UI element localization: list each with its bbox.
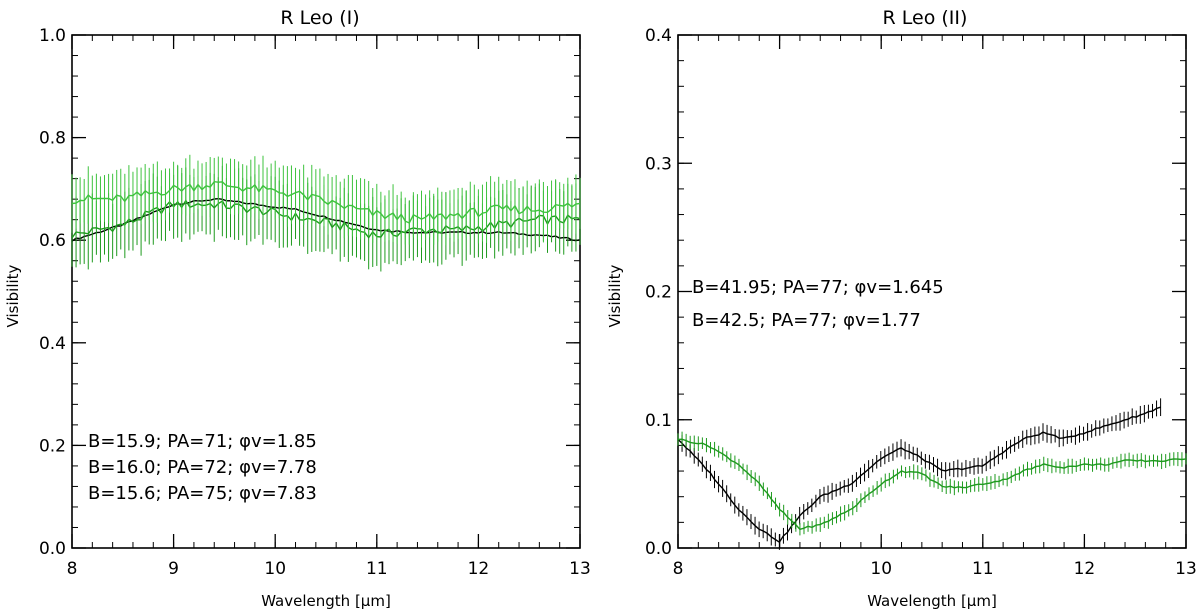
panel-2-x-tick-label: 9 [774,559,785,579]
panel-2-title: R Leo (II) [883,7,968,29]
panel-2-y-tick-label: 0.0 [645,539,672,559]
panel-1: R Leo (I) 8 9 10 11 12 13 0.0 0.2 0.4 0.6 0.8 1.0 W… [4,7,591,610]
panel-1-ticks: 8 9 10 11 12 13 0.0 0.2 0.4 0.6 0.8 1.0 [39,26,591,579]
panel-1-y-tick-label: 0.4 [39,334,66,354]
panel-1-y-tick-label: 0.6 [39,231,66,251]
panel-2-series-1-line [677,406,1161,544]
panel-1-y-tick-label: 0.8 [39,129,66,149]
panel-2-x-axis-title: Wavelength [μm] [867,592,997,610]
panel-2-x-tick-label: 13 [1175,559,1197,579]
panel-1-y-tick-label: 0.0 [39,539,66,559]
panel-1-annotation-1: B=15.9; PA=71; φv=1.85 [88,431,317,452]
panel-1-y-tick-label: 1.0 [39,26,66,46]
panel-2-y-tick-label: 0.3 [645,154,672,174]
panel-2-y-tick-label: 0.2 [645,283,672,303]
panel-2-x-tick-label: 10 [870,559,892,579]
panel-1-series-2-line [71,199,581,239]
panel-2-y-tick-label: 0.4 [645,26,672,46]
panel-1-series-3-line [71,180,581,224]
panel-1-series-1-line [71,197,581,242]
panel-1-annotation-3: B=15.6; PA=75; φv=7.83 [88,483,317,504]
panel-1-title: R Leo (I) [280,7,359,29]
panel-1-x-tick-label: 12 [468,559,490,579]
panel-1-plot-frame [71,34,581,549]
panel-2-series [677,398,1187,550]
panel-2-annotation-2: B=42.5; PA=77; φv=1.77 [692,310,921,331]
panel-2-y-tick-label: 0.1 [645,411,672,431]
panel-1-x-tick-label: 10 [264,559,286,579]
panel-1-x-tick-label: 13 [569,559,591,579]
panel-1-series [71,154,581,272]
panel-2: R Leo (II) 8 9 10 11 12 13 0.0 0.1 0.2 0.3 0.4 Wav… [606,7,1197,610]
panel-2-ticks: 8 9 10 11 12 13 0.0 0.1 0.2 0.3 0.4 [645,26,1197,579]
panel-1-y-axis-title: Visibility [4,264,22,327]
panel-1-annotation-2: B=16.0; PA=72; φv=7.78 [88,457,317,478]
panel-1-x-tick-label: 9 [168,559,179,579]
panel-1-x-tick-label: 11 [366,559,388,579]
panel-2-series-2-line [677,438,1187,531]
panel-1-x-axis-title: Wavelength [μm] [261,592,391,610]
panel-2-y-axis-title: Visibility [606,264,624,327]
panel-2-x-tick-label: 8 [673,559,684,579]
panel-2-x-tick-label: 12 [1074,559,1096,579]
panel-2-x-tick-label: 11 [972,559,994,579]
panel-1-y-tick-label: 0.2 [39,436,66,456]
panel-2-annotation-1: B=41.95; PA=77; φv=1.645 [692,277,944,298]
panel-1-x-tick-label: 8 [67,559,78,579]
